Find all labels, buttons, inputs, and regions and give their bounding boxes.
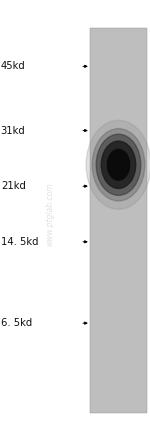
- Ellipse shape: [92, 129, 145, 201]
- Bar: [90, 28, 147, 413]
- Text: 45kd: 45kd: [1, 61, 26, 71]
- Text: 21kd: 21kd: [1, 181, 26, 191]
- Bar: [90, 28, 147, 413]
- Text: 6. 5kd: 6. 5kd: [1, 318, 32, 328]
- Ellipse shape: [101, 141, 136, 188]
- Text: 14. 5kd: 14. 5kd: [1, 237, 38, 247]
- Ellipse shape: [107, 149, 130, 180]
- Ellipse shape: [86, 120, 150, 209]
- Text: www.ptglab.com: www.ptglab.com: [45, 182, 54, 246]
- Ellipse shape: [96, 134, 141, 196]
- Text: 31kd: 31kd: [1, 125, 26, 136]
